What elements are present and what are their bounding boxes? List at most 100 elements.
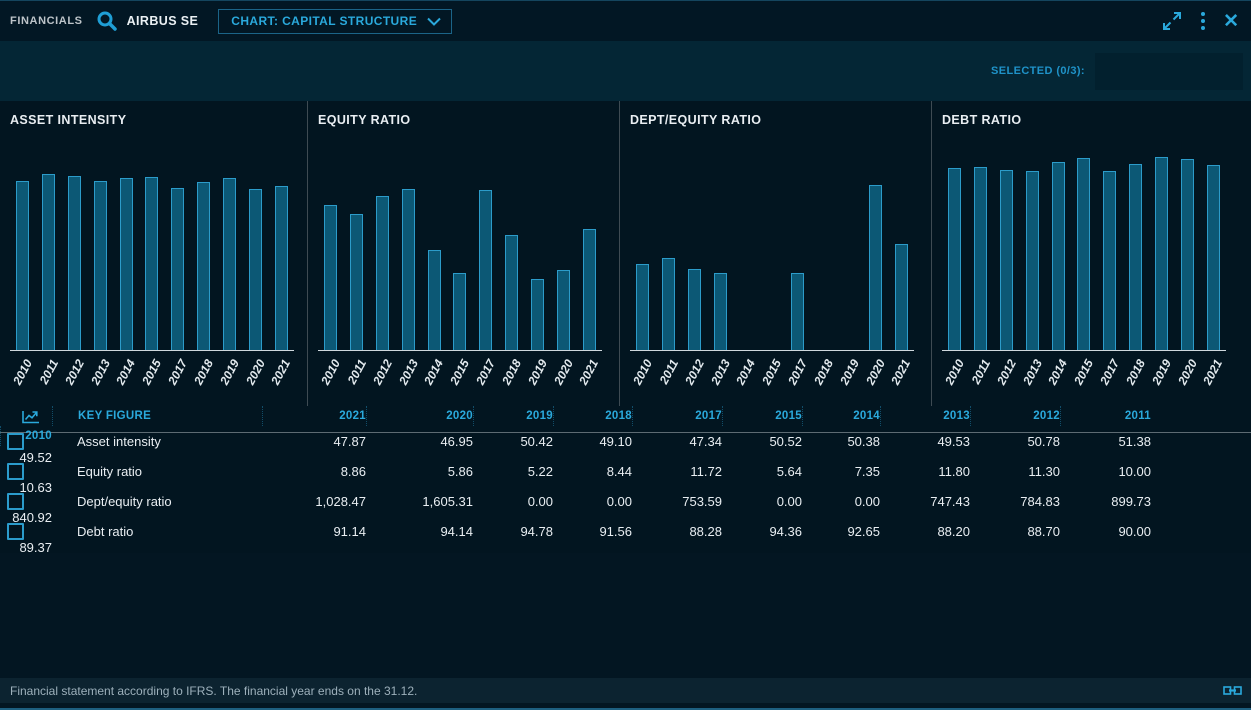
year-tick-label: 2017 — [473, 357, 498, 387]
row-checkbox[interactable] — [7, 493, 24, 510]
chart-plot-area — [318, 155, 602, 350]
bar[interactable] — [376, 196, 389, 350]
year-tick-label: 2021 — [268, 357, 293, 387]
year-column-header: 2014 — [802, 406, 880, 426]
value-cell: 1,028.47 — [262, 494, 366, 509]
bar[interactable] — [662, 258, 675, 350]
accounting-note: Financial statement according to IFRS. T… — [10, 684, 1223, 698]
row-checkbox[interactable] — [7, 523, 24, 540]
bar-slot — [525, 279, 551, 350]
year-tick: 2012 — [682, 351, 708, 405]
value-cell: 91.56 — [553, 524, 632, 539]
year-tick: 2015 — [759, 351, 785, 405]
bar-slot — [994, 170, 1020, 350]
bar[interactable] — [223, 178, 236, 350]
bar[interactable] — [428, 250, 441, 350]
bar[interactable] — [636, 264, 649, 350]
bar[interactable] — [531, 279, 544, 350]
bar[interactable] — [324, 205, 337, 350]
checkbox-cell — [0, 523, 52, 540]
search-icon[interactable] — [95, 9, 119, 33]
bar-slot — [1123, 164, 1149, 350]
bar-slot — [113, 178, 139, 350]
table-row: Equity ratio8.865.865.228.4411.725.647.3… — [0, 463, 1251, 493]
year-tick-label: 2010 — [942, 357, 967, 387]
row-checkbox[interactable] — [7, 433, 24, 450]
bar[interactable] — [869, 185, 882, 350]
bar[interactable] — [16, 181, 29, 350]
year-tick: 2013 — [395, 351, 421, 405]
year-tick: 2018 — [811, 351, 837, 405]
bar[interactable] — [1207, 165, 1220, 350]
bar[interactable] — [350, 214, 363, 350]
bar[interactable] — [94, 181, 107, 350]
bar[interactable] — [1000, 170, 1013, 350]
bar-slot — [1149, 157, 1175, 350]
bar[interactable] — [145, 177, 158, 350]
expand-fullscreen-icon[interactable] — [1161, 10, 1183, 32]
link-icon[interactable] — [1223, 683, 1242, 698]
year-tick-label: 2014 — [1046, 357, 1071, 387]
year-tick-label: 2014 — [734, 357, 759, 387]
bar[interactable] — [275, 186, 288, 350]
bar[interactable] — [1077, 158, 1090, 350]
row-checkbox[interactable] — [7, 463, 24, 480]
year-tick-label: 2011 — [37, 357, 61, 386]
bar-slot — [473, 190, 499, 350]
year-tick: 2012 — [994, 351, 1020, 405]
value-cell: 11.80 — [880, 464, 970, 479]
bar[interactable] — [171, 188, 184, 350]
year-column-header: 2018 — [553, 406, 632, 426]
bar[interactable] — [557, 270, 570, 350]
bar[interactable] — [120, 178, 133, 350]
year-tick-label: 2010 — [318, 357, 343, 387]
bar[interactable] — [1052, 162, 1065, 350]
chart-panel: ASSET INTENSITY2010201120122013201420152… — [0, 101, 307, 406]
year-tick-label: 2020 — [863, 357, 888, 387]
year-tick-label: 2020 — [243, 357, 268, 387]
bar[interactable] — [453, 273, 466, 350]
bar[interactable] — [583, 229, 596, 350]
year-tick: 2019 — [837, 351, 863, 405]
bar[interactable] — [1103, 171, 1116, 350]
bar[interactable] — [1181, 159, 1194, 350]
bar[interactable] — [688, 269, 701, 350]
bar-slot — [785, 273, 811, 350]
bar[interactable] — [948, 168, 961, 350]
bar[interactable] — [974, 167, 987, 350]
year-tick-label: 2017 — [1097, 357, 1122, 387]
bar[interactable] — [479, 190, 492, 350]
key-figure-header-cell: KEY FIGURE — [52, 406, 262, 426]
bar[interactable] — [791, 273, 804, 350]
value-cell: 11.72 — [632, 464, 722, 479]
year-tick-label: 2013 — [1020, 357, 1045, 387]
bar[interactable] — [714, 273, 727, 350]
value-cell: 50.42 — [473, 434, 553, 449]
chart-title: DEPT/EQUITY RATIO — [630, 113, 931, 131]
bar[interactable] — [1155, 157, 1168, 350]
value-cell: 88.20 — [880, 524, 970, 539]
bar[interactable] — [1026, 171, 1039, 350]
checkbox-cell — [0, 463, 52, 480]
value-cell: 46.95 — [366, 434, 473, 449]
chevron-down-icon — [427, 17, 441, 26]
year-tick-label: 2017 — [165, 357, 190, 387]
bar-slot — [165, 188, 191, 350]
bar[interactable] — [68, 176, 81, 350]
chart-title: EQUITY RATIO — [318, 113, 619, 131]
bar-slot — [87, 181, 113, 350]
bar[interactable] — [895, 244, 908, 350]
more-options-icon[interactable] — [1201, 12, 1205, 30]
bar-slot — [395, 189, 421, 350]
bar[interactable] — [505, 235, 518, 350]
bar[interactable] — [197, 182, 210, 350]
bar[interactable] — [1129, 164, 1142, 350]
selected-items-box[interactable] — [1095, 53, 1243, 90]
charts-row: ASSET INTENSITY2010201120122013201420152… — [0, 101, 1251, 406]
bar[interactable] — [42, 174, 55, 350]
bar[interactable] — [402, 189, 415, 350]
close-icon[interactable]: ✕ — [1223, 12, 1239, 31]
chart-type-dropdown[interactable]: CHART: CAPITAL STRUCTURE — [218, 9, 452, 34]
value-cell: 5.64 — [722, 464, 802, 479]
bar[interactable] — [249, 189, 262, 350]
